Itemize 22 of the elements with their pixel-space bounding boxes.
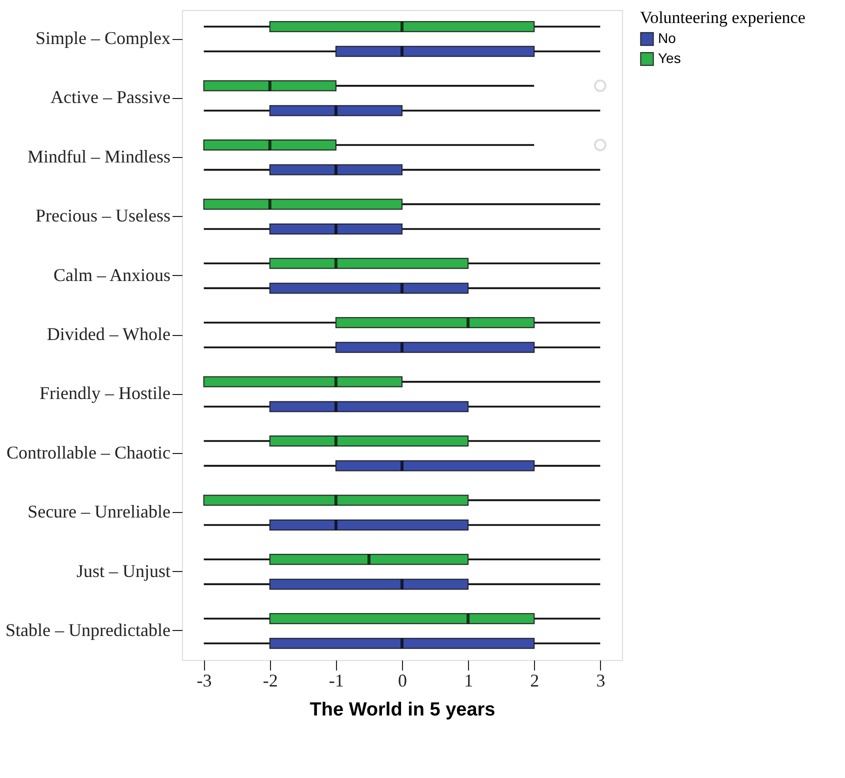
- y-tick-label: Stable – Unpredictable: [6, 620, 170, 640]
- x-axis-title: The World in 5 years: [310, 700, 496, 720]
- legend-label: Yes: [658, 50, 681, 66]
- x-tick-label: 1: [464, 670, 474, 690]
- y-tick-label: Calm – Anxious: [53, 264, 170, 285]
- y-tick-label: Divided – Whole: [46, 324, 170, 344]
- x-tick-label: -1: [328, 670, 344, 690]
- y-tick-label: Active – Passive: [50, 87, 171, 108]
- y-tick-label: Controllable – Chaotic: [6, 442, 171, 462]
- y-tick-label: Simple – Complex: [36, 28, 170, 48]
- legend-title: Volunteering experience: [640, 8, 806, 27]
- y-tick-label: Friendly – Hostile: [40, 383, 171, 404]
- x-tick-label: -2: [262, 670, 278, 690]
- y-tick-label: Mindful – Mindless: [27, 146, 170, 166]
- legend-label: No: [658, 30, 676, 46]
- x-tick-label: 0: [398, 670, 407, 690]
- y-tick-label: Just – Unjust: [76, 560, 170, 581]
- y-tick-label: Precious – Useless: [36, 206, 170, 226]
- x-tick-label: -3: [196, 670, 212, 690]
- y-tick-label: Secure – Unreliable: [28, 502, 171, 522]
- x-tick-label: 3: [596, 670, 606, 690]
- x-tick-label: 2: [530, 670, 540, 690]
